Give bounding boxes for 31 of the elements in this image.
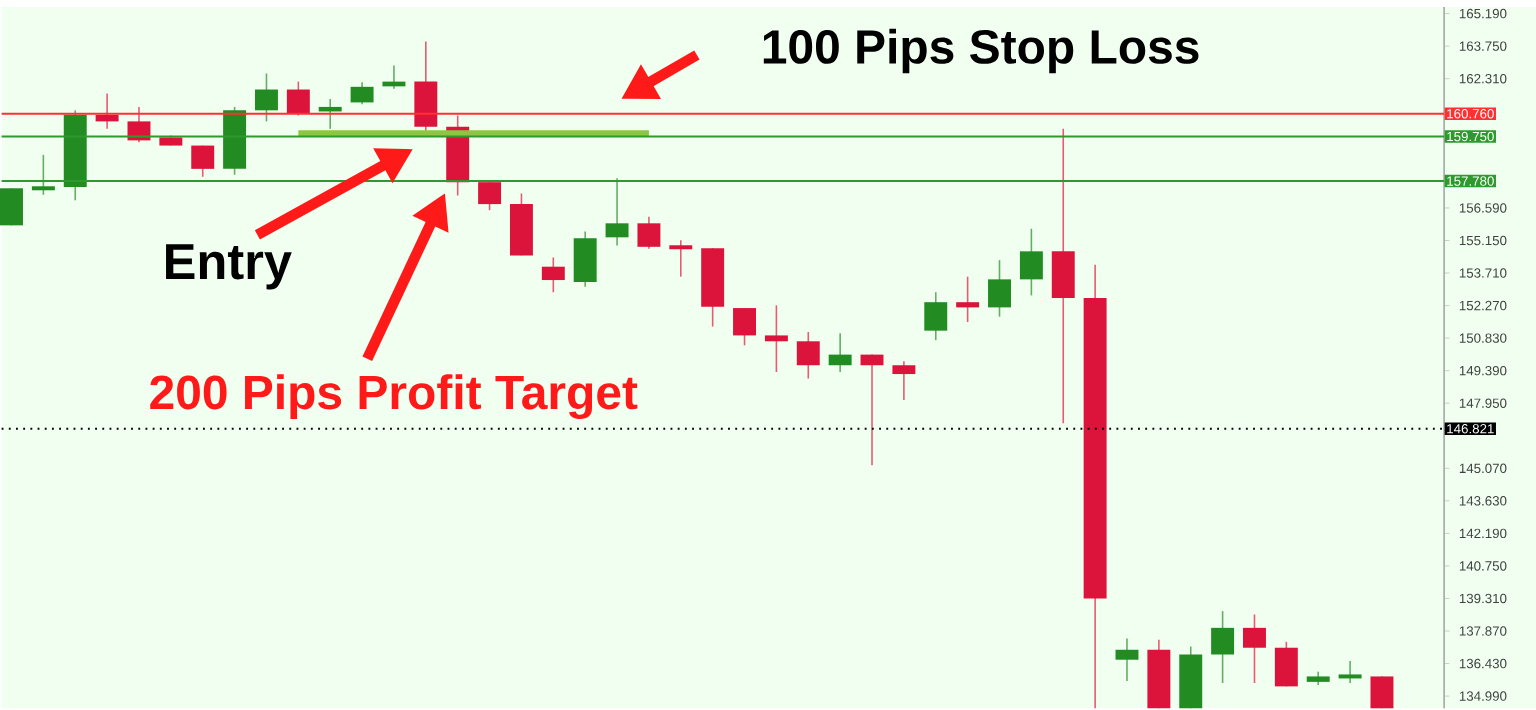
annotation: Entry (166, 244, 292, 290)
annotation: 100 Pips Stop Loss (763, 28, 1199, 74)
candlestick (1274, 641, 1298, 688)
candlestick (1370, 675, 1394, 710)
candlestick (605, 177, 629, 247)
candlestick (573, 230, 597, 288)
annotation: 200 Pips Profit Target (150, 374, 638, 420)
candlestick (860, 353, 884, 467)
candlestick (1115, 637, 1139, 682)
candlestick (637, 216, 661, 250)
candlestick (350, 81, 374, 106)
candlestick (828, 332, 852, 373)
candlestick (1243, 613, 1266, 684)
candlestick (191, 144, 215, 178)
candlestick (478, 181, 502, 212)
candlestick (1051, 128, 1075, 425)
candlestick (956, 276, 980, 324)
candlestick (733, 307, 757, 347)
candlestick (1211, 610, 1235, 684)
candlestick (988, 259, 1011, 318)
candlestick (892, 360, 916, 401)
candlestick (796, 331, 820, 380)
candlestick (0, 187, 23, 227)
candlestick (255, 72, 278, 123)
candlestick (95, 92, 119, 130)
candlestick (764, 304, 788, 373)
candlestick (541, 256, 565, 294)
candlestick (924, 291, 948, 342)
candlestick (1019, 228, 1043, 297)
candlestick (286, 80, 310, 117)
candlestick (127, 106, 151, 144)
